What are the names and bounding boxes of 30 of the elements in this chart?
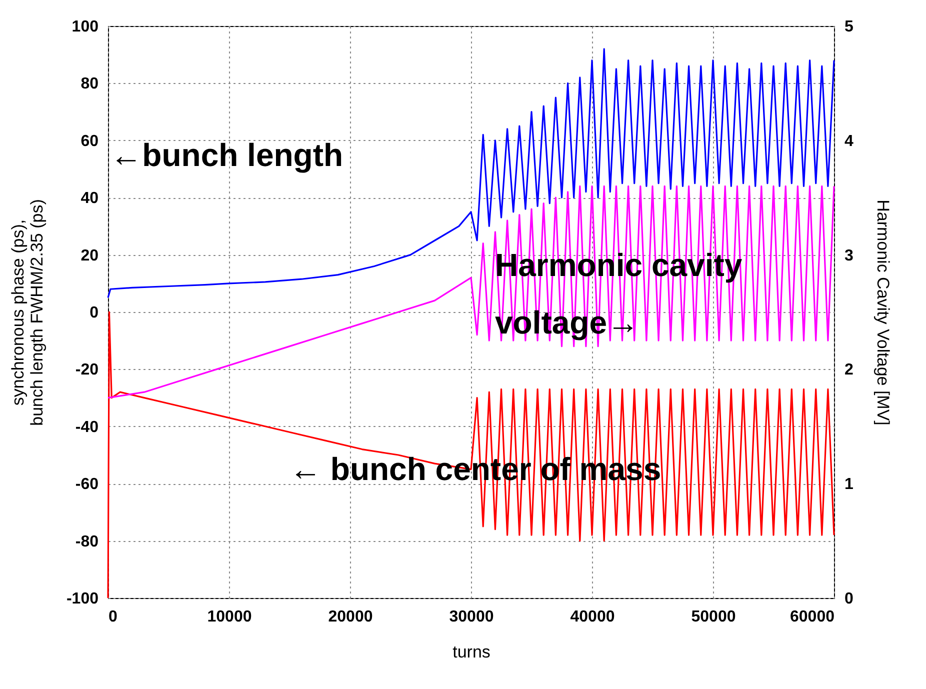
- y-tick-label: -20: [75, 362, 99, 379]
- y-tick-label: -80: [75, 533, 99, 550]
- line-series: [107, 48, 835, 298]
- y-tick-label: -40: [75, 418, 99, 436]
- x-axis-title: turns: [452, 642, 490, 662]
- y-tick-label: 40: [80, 190, 99, 208]
- x-tick-label: 20000: [328, 608, 373, 626]
- y2-tick-label: 3: [844, 247, 854, 264]
- y2-tick-label: 4: [844, 132, 854, 150]
- y2-tick-label: 2: [844, 362, 854, 379]
- x-tick-label: 50000: [691, 608, 736, 626]
- y-tick-label: 60: [80, 132, 99, 150]
- y-tick-label: -100: [66, 590, 99, 608]
- y-axis-title: synchronous phase (ps), bunch length FWHM/2.35 (ps): [8, 199, 46, 426]
- y2-tick-label: 5: [844, 18, 854, 36]
- y-tick-label: 20: [80, 247, 99, 264]
- y-tick-label: 80: [80, 76, 99, 93]
- y2-axis-title: Harmonic Cavity Voltage [MV]: [873, 200, 892, 426]
- y-tick-label: 0: [90, 304, 99, 322]
- x-tick-label: 10000: [207, 608, 252, 626]
- y-tick-label: -60: [75, 476, 99, 494]
- x-tick-label: 40000: [570, 608, 615, 626]
- x-tick-label: 0: [108, 608, 118, 626]
- x-tick-label: 30000: [449, 608, 494, 626]
- y2-tick-label: 1: [844, 476, 854, 494]
- y2-tick-label: 0: [844, 590, 854, 608]
- y-tick-label: 100: [72, 18, 99, 36]
- annotation: ←bunch length: [110, 136, 344, 173]
- line-series: [107, 185, 835, 399]
- x-tick-label: 60000: [790, 608, 835, 626]
